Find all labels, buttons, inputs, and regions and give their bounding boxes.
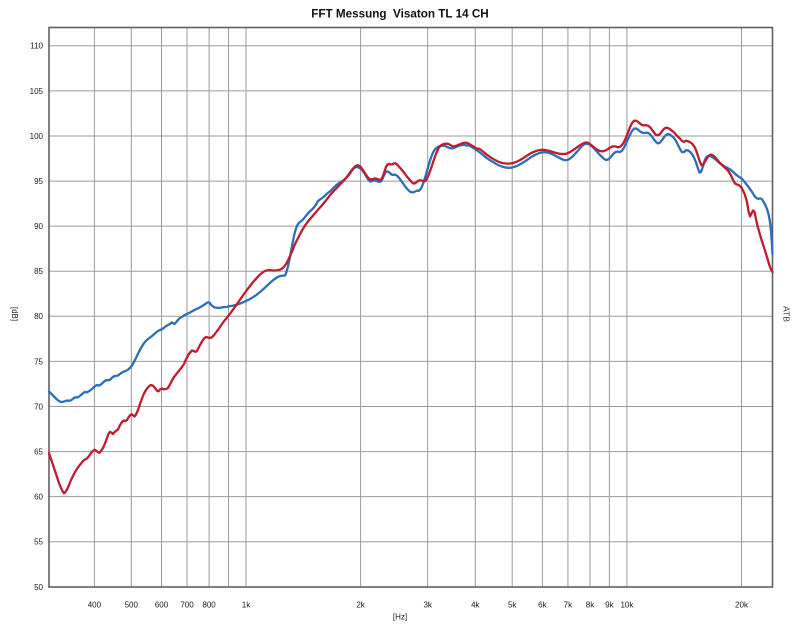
svg-text:7k: 7k bbox=[564, 601, 573, 610]
svg-text:8k: 8k bbox=[586, 601, 595, 610]
svg-text:50: 50 bbox=[34, 583, 43, 592]
svg-text:600: 600 bbox=[155, 601, 169, 610]
svg-text:110: 110 bbox=[30, 42, 43, 51]
svg-text:2k: 2k bbox=[356, 601, 365, 610]
svg-text:500: 500 bbox=[125, 601, 139, 610]
svg-text:800: 800 bbox=[202, 601, 216, 610]
svg-text:FFT Messung Visaton TL 14 CH: FFT Messung Visaton TL 14 CH bbox=[311, 8, 489, 21]
svg-text:[dB]: [dB] bbox=[10, 307, 19, 321]
svg-text:ATB: ATB bbox=[782, 306, 792, 322]
svg-text:6k: 6k bbox=[538, 601, 547, 610]
svg-text:60: 60 bbox=[34, 493, 43, 502]
svg-text:80: 80 bbox=[34, 312, 43, 321]
svg-text:100: 100 bbox=[30, 132, 44, 141]
svg-text:5k: 5k bbox=[508, 601, 517, 610]
svg-text:75: 75 bbox=[34, 357, 43, 366]
svg-text:9k: 9k bbox=[605, 601, 614, 610]
svg-text:10k: 10k bbox=[620, 601, 634, 610]
svg-text:70: 70 bbox=[34, 402, 43, 411]
svg-text:65: 65 bbox=[34, 448, 43, 457]
svg-text:700: 700 bbox=[180, 601, 194, 610]
svg-text:105: 105 bbox=[30, 87, 44, 96]
svg-text:90: 90 bbox=[34, 222, 43, 231]
svg-text:400: 400 bbox=[88, 601, 102, 610]
svg-text:4k: 4k bbox=[471, 601, 480, 610]
svg-text:[Hz]: [Hz] bbox=[393, 613, 407, 622]
svg-text:20k: 20k bbox=[735, 601, 749, 610]
svg-text:55: 55 bbox=[34, 538, 43, 547]
svg-text:95: 95 bbox=[34, 177, 43, 186]
svg-text:3k: 3k bbox=[423, 601, 432, 610]
svg-text:85: 85 bbox=[34, 267, 43, 276]
svg-text:1k: 1k bbox=[242, 601, 251, 610]
